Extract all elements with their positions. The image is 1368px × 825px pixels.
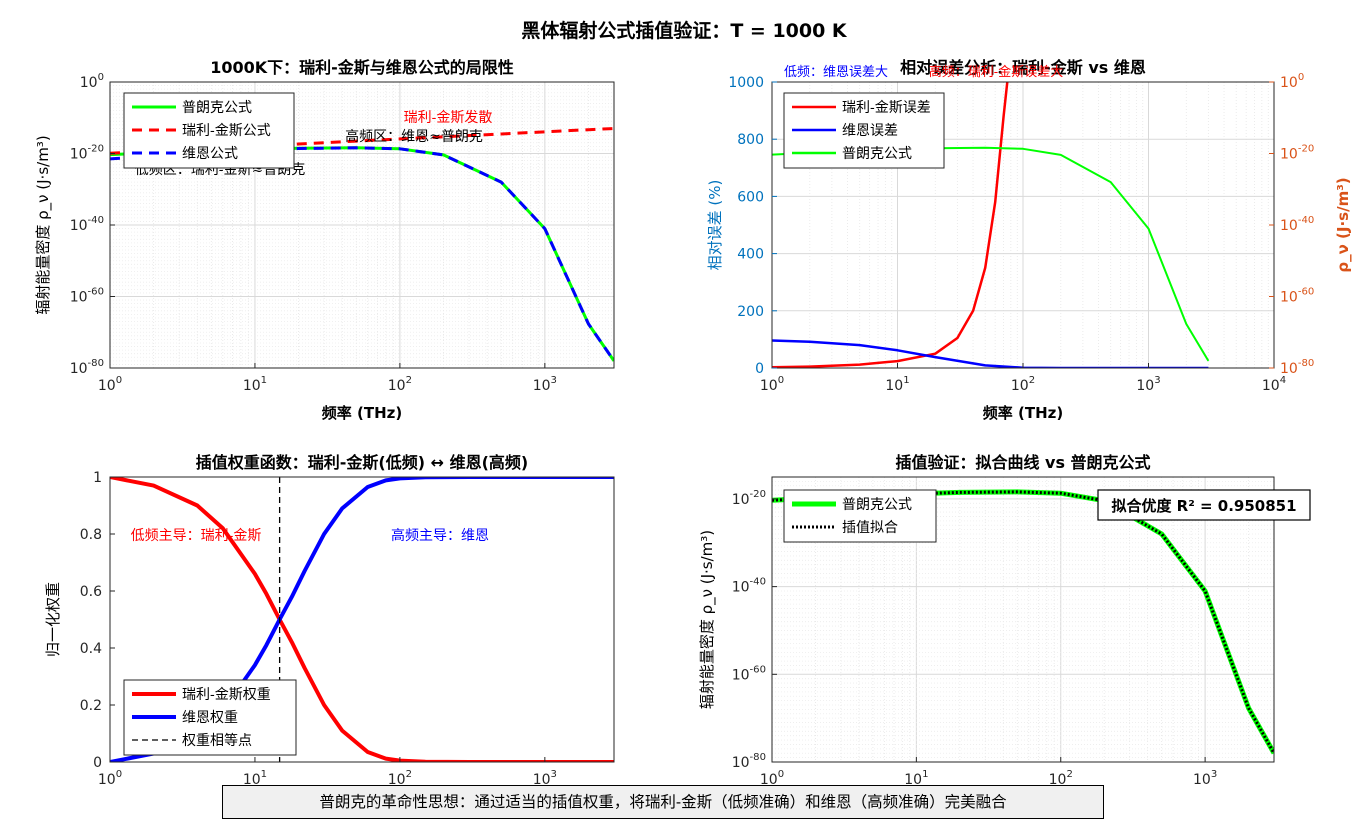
x-tick-label: 101 xyxy=(904,769,928,788)
y-tick-label: 100 xyxy=(1280,72,1304,91)
x-tick-label: 100 xyxy=(760,769,784,788)
y-tick-label: 800 xyxy=(737,132,764,148)
panel4-border xyxy=(771,476,1275,763)
legend-label: 普朗克公式 xyxy=(182,100,252,116)
y-tick-label: 0.2 xyxy=(80,698,102,714)
x-tick-label: 101 xyxy=(243,375,267,394)
x-tick-label: 103 xyxy=(1136,375,1160,394)
x-tick-label: 103 xyxy=(533,769,557,788)
r2-annotation: 拟合优度 R² = 0.950851 xyxy=(1111,497,1296,515)
legend-label: 普朗克公式 xyxy=(842,146,912,162)
y-tick-label: 10-80 xyxy=(1280,358,1314,377)
annotation-rj-high: 高频：瑞利-金斯误差大 xyxy=(929,64,1063,80)
x-tick-label: 101 xyxy=(885,375,909,394)
y-tick-label: 100 xyxy=(80,72,104,91)
panel1-title: 1000K下：瑞利-金斯与维恩公式的局限性 xyxy=(210,58,514,77)
x-tick-label: 104 xyxy=(1262,375,1286,394)
r2-annotation-box xyxy=(1097,489,1311,521)
x-tick-label: 102 xyxy=(388,769,412,788)
y-tick-label: 10-60 xyxy=(732,664,766,683)
annotation-rj-diverge: 瑞利-金斯发散 xyxy=(404,110,493,126)
y-tick-label: 0.4 xyxy=(80,641,102,657)
x-tick-label: 101 xyxy=(243,769,267,788)
y-tick-label: 10-40 xyxy=(732,577,766,596)
legend-label: 权重相等点 xyxy=(182,732,252,749)
panel2-ylabel-right: ρ_ν (J·s/m³) xyxy=(1334,177,1352,272)
y-tick-label: 10-40 xyxy=(1280,215,1314,234)
legend-label: 维恩权重 xyxy=(182,710,238,726)
annotation-high-freq: 高频区：维恩≈普朗克 xyxy=(345,128,483,145)
legend-label: 瑞利-金斯误差 xyxy=(842,100,931,116)
y-tick-label: 0 xyxy=(93,755,102,771)
annotation-high-dominant: 高频主导：维恩 xyxy=(391,527,489,544)
y-tick-label: 10-20 xyxy=(1280,144,1314,163)
x-tick-label: 102 xyxy=(1049,769,1073,788)
y-tick-label: 10-60 xyxy=(1280,287,1314,306)
annotation-wien-low: 低频：维恩误差大 xyxy=(784,65,888,80)
panel3-border xyxy=(109,476,615,763)
panel3-title: 插值权重函数：瑞利-金斯(低频) ↔ 维恩(高频) xyxy=(196,453,528,472)
legend-box xyxy=(783,489,937,543)
legend-label: 维恩误差 xyxy=(842,123,898,139)
x-tick-label: 100 xyxy=(760,375,784,394)
legend-label: 维恩公式 xyxy=(182,146,238,162)
y-tick-label: 1 xyxy=(93,470,102,486)
panel1-xlabel: 频率 (THz) xyxy=(322,404,402,422)
y-tick-label: 400 xyxy=(737,247,764,263)
legend-label: 普朗克公式 xyxy=(842,497,912,513)
x-tick-label: 103 xyxy=(533,375,557,394)
y-tick-label: 1000 xyxy=(728,75,764,91)
y-tick-label: 0 xyxy=(755,361,764,377)
y-tick-label: 10-20 xyxy=(70,144,104,163)
panel1-ylabel: 辐射能量密度 ρ_ν (J·s/m³) xyxy=(34,135,53,314)
y-tick-label: 10-80 xyxy=(732,752,766,771)
y-tick-label: 10-80 xyxy=(70,358,104,377)
panel2-xlabel: 频率 (THz) xyxy=(983,404,1063,422)
y-tick-label: 0.8 xyxy=(80,527,102,543)
panel2-title: 相对误差分析：瑞利-金斯 vs 维恩 xyxy=(900,58,1146,77)
y-tick-label: 0.6 xyxy=(80,584,102,600)
legend-label: 瑞利-金斯权重 xyxy=(182,687,271,703)
x-tick-label: 103 xyxy=(1193,769,1217,788)
panel3-ylabel: 归一化权重 xyxy=(44,582,62,657)
figure-suptitle: 黑体辐射公式插值验证：T = 1000 K xyxy=(521,20,847,42)
legend-label: 瑞利-金斯公式 xyxy=(182,123,271,139)
panel4-title: 插值验证：拟合曲线 vs 普朗克公式 xyxy=(895,453,1150,472)
panel4-ylabel: 辐射能量密度 ρ_ν (J·s/m³) xyxy=(698,530,717,709)
series-line-2 xyxy=(772,339,1209,368)
summary-banner: 普朗克的革命性思想：通过适当的插值权重，将瑞利-金斯（低频准确）和维恩（高频准确… xyxy=(222,785,1104,819)
y-tick-label: 10-60 xyxy=(70,287,104,306)
x-tick-label: 102 xyxy=(388,375,412,394)
series-line-1 xyxy=(772,82,1009,368)
x-tick-label: 100 xyxy=(98,769,122,788)
y-tick-label: 600 xyxy=(737,189,764,205)
y-tick-label: 10-20 xyxy=(732,489,766,508)
legend-label: 插值拟合 xyxy=(842,520,898,536)
y-tick-label: 200 xyxy=(737,304,764,320)
panel2-ylabel-left: 相对误差 (%) xyxy=(706,180,724,271)
x-tick-label: 102 xyxy=(1011,375,1035,394)
annotation-low-dominant: 低频主导：瑞利-金斯 xyxy=(131,528,262,544)
y-tick-label: 10-40 xyxy=(70,215,104,234)
x-tick-label: 100 xyxy=(98,375,122,394)
